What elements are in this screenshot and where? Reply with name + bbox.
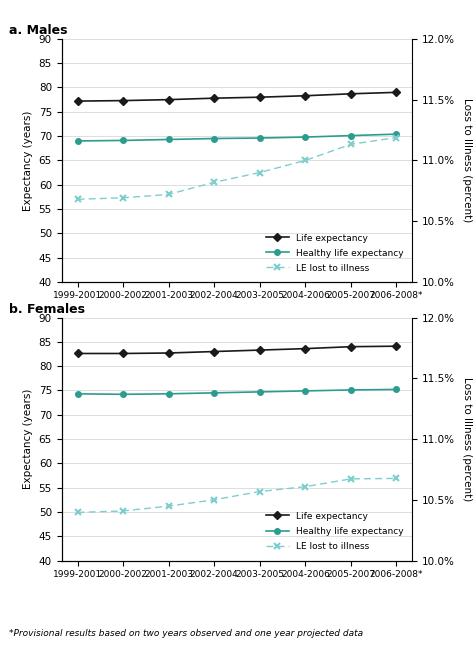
LE lost to illness [348,141,354,148]
LE lost to illness [257,168,263,176]
Y-axis label: Expectancy (years): Expectancy (years) [23,389,33,489]
Life expectancy [120,97,126,104]
Healthy life expectancy [75,390,81,398]
Life expectancy [120,350,126,358]
Line: Healthy life expectancy: Healthy life expectancy [75,387,399,397]
Life expectancy [302,345,308,353]
Life expectancy [257,346,263,354]
LE lost to illness [120,507,126,515]
Life expectancy [75,97,81,105]
Healthy life expectancy [348,132,354,139]
Life expectancy [166,96,172,104]
Life expectancy [166,349,172,357]
Healthy life expectancy [257,388,263,396]
Line: LE lost to illness: LE lost to illness [74,475,400,516]
Healthy life expectancy [257,134,263,142]
Y-axis label: Loss to Illness (percent): Loss to Illness (percent) [462,98,472,222]
LE lost to illness [75,196,81,203]
Line: Life expectancy: Life expectancy [75,343,399,356]
Healthy life expectancy [211,389,217,397]
Life expectancy [348,90,354,98]
Healthy life expectancy [120,390,126,398]
LE lost to illness [75,509,81,516]
Healthy life expectancy [348,386,354,394]
LE lost to illness [120,194,126,202]
Healthy life expectancy [166,390,172,398]
LE lost to illness [393,474,399,482]
Life expectancy [75,350,81,358]
Healthy life expectancy [302,133,308,141]
Healthy life expectancy [75,137,81,145]
Life expectancy [393,89,399,97]
Life expectancy [348,343,354,351]
Y-axis label: Loss to Illness (percent): Loss to Illness (percent) [462,377,472,501]
Life expectancy [393,342,399,350]
Life expectancy [211,347,217,355]
Line: Healthy life expectancy: Healthy life expectancy [75,132,399,144]
LE lost to illness [257,487,263,495]
Healthy life expectancy [393,130,399,138]
Line: LE lost to illness: LE lost to illness [74,134,400,203]
LE lost to illness [211,496,217,503]
Healthy life expectancy [302,387,308,395]
Healthy life expectancy [166,135,172,143]
Legend: Life expectancy, Healthy life expectancy, LE lost to illness: Life expectancy, Healthy life expectancy… [262,507,408,556]
Text: a. Males: a. Males [9,24,68,37]
LE lost to illness [302,157,308,165]
Life expectancy [211,95,217,102]
Text: *Provisional results based on two years observed and one year projected data: *Provisional results based on two years … [9,629,364,638]
Life expectancy [302,92,308,100]
Y-axis label: Expectancy (years): Expectancy (years) [23,110,33,211]
LE lost to illness [348,475,354,483]
Healthy life expectancy [211,135,217,143]
Legend: Life expectancy, Healthy life expectancy, LE lost to illness: Life expectancy, Healthy life expectancy… [262,229,408,277]
LE lost to illness [211,178,217,186]
LE lost to illness [166,191,172,198]
Line: Life expectancy: Life expectancy [75,89,399,104]
Text: b. Females: b. Females [9,303,85,316]
Healthy life expectancy [120,137,126,145]
LE lost to illness [393,133,399,141]
Life expectancy [257,93,263,101]
Healthy life expectancy [393,386,399,393]
LE lost to illness [302,483,308,491]
LE lost to illness [166,502,172,510]
